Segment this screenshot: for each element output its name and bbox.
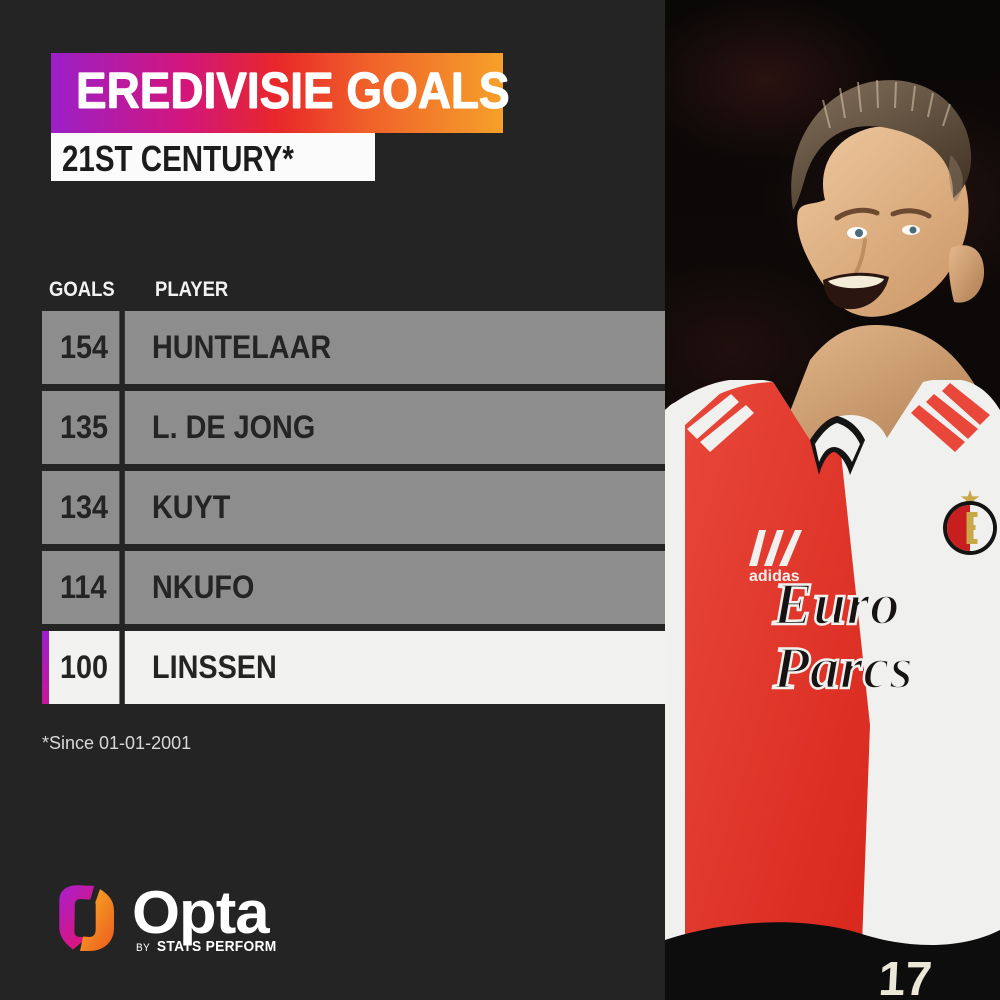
svg-text:Euro: Euro <box>772 571 900 637</box>
svg-text:17: 17 <box>877 953 933 1000</box>
svg-text:Parcs: Parcs <box>772 635 913 701</box>
